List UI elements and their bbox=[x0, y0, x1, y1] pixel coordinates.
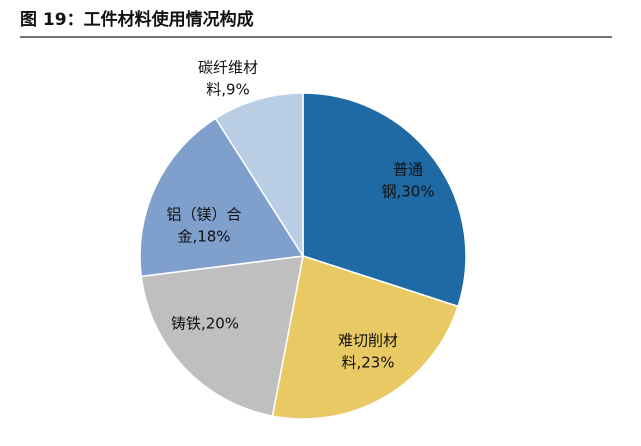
pie-slice bbox=[139, 117, 305, 278]
slice-label: 碳纤维材 bbox=[198, 59, 258, 77]
slice-label: 普通 bbox=[393, 161, 423, 179]
slice-label: 料,23% bbox=[341, 354, 394, 372]
slice-label: 铸铁,20% bbox=[171, 315, 239, 333]
slice-label: 料,9% bbox=[206, 81, 250, 99]
slice-label: 金,18% bbox=[177, 228, 230, 246]
slice-label: 铝（镁）合 bbox=[166, 206, 241, 224]
pie-slice bbox=[214, 92, 304, 259]
pie-slice bbox=[271, 255, 459, 420]
slice-label: 难切削材 bbox=[338, 332, 398, 350]
pie-slice bbox=[302, 92, 467, 308]
slice-label: 钢,30% bbox=[381, 183, 434, 201]
chart-title: 图 19：工件材料使用情况构成 bbox=[20, 9, 254, 30]
pie-slice bbox=[140, 255, 304, 417]
